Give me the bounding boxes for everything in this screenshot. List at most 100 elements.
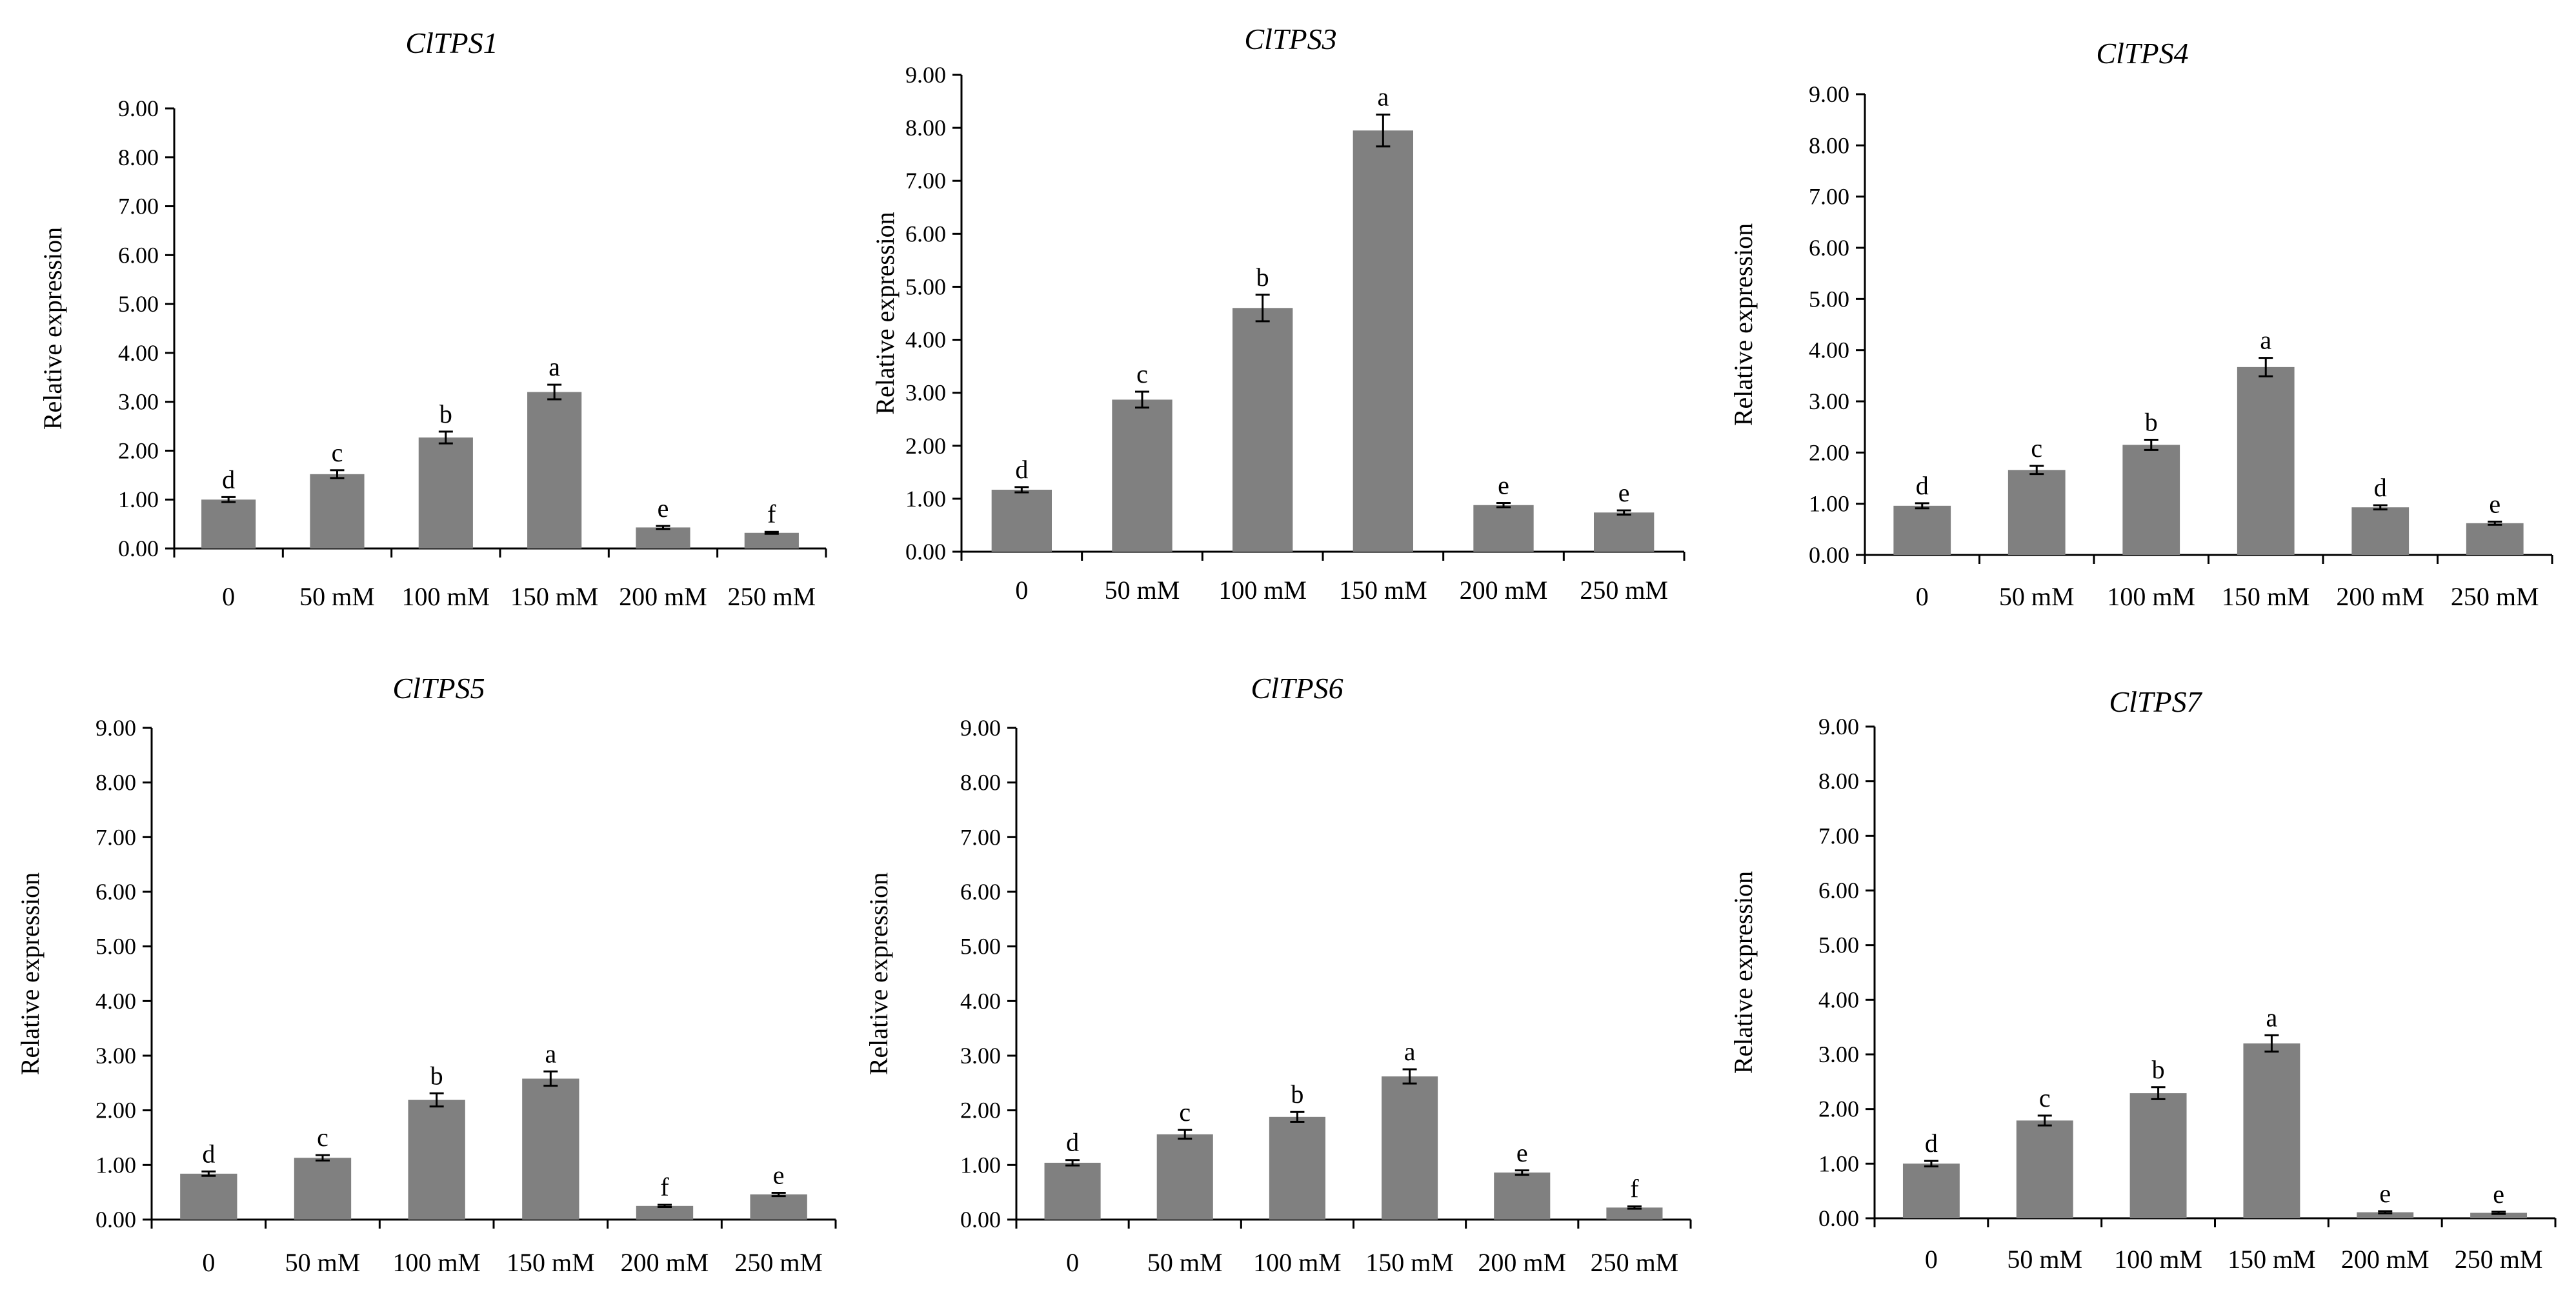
x-category-label: 0	[1916, 582, 1929, 611]
y-tick-label: 4.00	[1809, 337, 1849, 363]
error-bar	[1255, 294, 1270, 323]
significance-letter: b	[1256, 263, 1269, 292]
y-tick-label: 0.00	[905, 539, 946, 565]
x-category-label: 100 mM	[2114, 1245, 2202, 1274]
significance-letter: c	[2039, 1083, 2051, 1112]
significance-letter: c	[2031, 434, 2042, 463]
x-category-label: 250 mM	[1580, 576, 1668, 605]
y-tick-label: 5.00	[1809, 286, 1849, 312]
y-tick-label: 6.00	[96, 879, 136, 905]
chart-panel-cltps7: ClTPS7 Relative expression 0.00 1.00 2.00 3.0…	[1729, 685, 2557, 1274]
significance-letter: d	[1925, 1129, 1938, 1158]
x-category-label: 200 mM	[2341, 1245, 2430, 1274]
y-tick-label: 4.00	[960, 988, 1001, 1014]
bar	[1233, 308, 1293, 552]
significance-letter: c	[1136, 359, 1148, 388]
error-bar	[2378, 1210, 2393, 1214]
error-bar	[1065, 1159, 1080, 1167]
x-category-label: 150 mM	[507, 1248, 595, 1277]
x-category-label: 250 mM	[2455, 1245, 2543, 1274]
x-category-label: 50 mM	[1105, 576, 1180, 605]
bar	[2007, 470, 2066, 555]
bar	[527, 392, 582, 548]
x-category-label: 0	[1066, 1248, 1079, 1277]
significance-letter: a	[2266, 1003, 2278, 1032]
y-tick-label: 5.00	[96, 934, 136, 960]
y-tick-label: 8.00	[960, 770, 1001, 796]
bar	[1594, 512, 1655, 552]
bar	[2351, 507, 2410, 555]
error-bar	[1135, 390, 1149, 409]
x-category-label: 50 mM	[1999, 582, 2075, 611]
y-tick-label: 3.00	[905, 380, 946, 406]
x-category-label: 0	[1925, 1245, 1938, 1274]
y-tick-label: 7.00	[960, 824, 1001, 850]
significance-letter: a	[548, 352, 560, 381]
error-bar	[2488, 520, 2502, 526]
error-bar	[1496, 501, 1511, 508]
x-category-label: 150 mM	[1365, 1248, 1454, 1277]
y-tick-label: 7.00	[905, 168, 946, 194]
error-bar	[1178, 1129, 1192, 1140]
bar	[180, 1173, 237, 1220]
bar	[1606, 1207, 1663, 1220]
y-tick-label: 7.00	[1809, 184, 1849, 210]
y-tick-label: 8.00	[96, 770, 136, 796]
bar	[2129, 1093, 2187, 1218]
bar	[750, 1194, 807, 1220]
y-tick-label: 2.00	[1809, 439, 1849, 465]
y-axis-label: Relative expression	[38, 227, 67, 430]
significance-letter: f	[767, 499, 776, 528]
y-tick-label: 9.00	[96, 715, 136, 741]
significance-letter: d	[202, 1139, 215, 1168]
y-axis-label: Relative expression	[870, 212, 900, 414]
y-tick-label: 4.00	[118, 340, 159, 366]
error-bar	[2144, 439, 2158, 451]
x-category-label: 150 mM	[510, 582, 599, 611]
error-bar	[1290, 1111, 1305, 1123]
y-tick-label: 0.00	[1809, 542, 1849, 568]
significance-letter: e	[2493, 1180, 2504, 1209]
y-tick-label: 6.00	[118, 242, 159, 268]
y-tick-label: 8.00	[1809, 132, 1849, 158]
chart-panel-cltps4: ClTPS4 Relative expression 0.00 1.00 2.00 3.0…	[1729, 37, 2553, 611]
significance-letter: d	[2374, 473, 2387, 502]
x-category-label: 100 mM	[2107, 582, 2195, 611]
x-category-label: 200 mM	[2336, 582, 2424, 611]
significance-letter: f	[660, 1172, 669, 1201]
y-tick-label: 3.00	[960, 1043, 1001, 1069]
y-tick-label: 5.00	[960, 934, 1001, 960]
error-bar	[1014, 486, 1029, 494]
bar	[2357, 1212, 2414, 1218]
significance-letter: b	[439, 399, 452, 428]
y-tick-label: 8.00	[1818, 769, 1859, 794]
error-bar	[201, 1170, 216, 1177]
error-bar	[2259, 357, 2273, 377]
significance-letter: b	[2145, 408, 2158, 437]
x-category-label: 50 mM	[285, 1248, 361, 1277]
x-category-label: 200 mM	[1460, 576, 1548, 605]
error-bar	[330, 469, 345, 479]
y-tick-label: 2.00	[118, 437, 159, 463]
error-bar	[1514, 1169, 1529, 1176]
y-tick-label: 7.00	[1818, 823, 1859, 849]
error-bar	[1627, 1205, 1642, 1210]
x-category-label: 0	[202, 1248, 215, 1277]
bar	[2016, 1120, 2073, 1218]
significance-letter: d	[1916, 471, 1929, 500]
significance-letter: e	[2489, 489, 2501, 518]
y-tick-label: 3.00	[96, 1043, 136, 1069]
y-tick-label: 0.00	[1818, 1205, 1859, 1231]
chart-title: ClTPS5	[392, 672, 485, 705]
error-bar	[429, 1092, 444, 1108]
y-tick-label: 2.00	[905, 433, 946, 459]
bar	[408, 1100, 465, 1220]
significance-letter: d	[222, 465, 235, 494]
bar	[636, 527, 690, 548]
y-tick-label: 5.00	[118, 291, 159, 317]
chart-title: ClTPS1	[405, 26, 498, 59]
y-tick-label: 9.00	[960, 715, 1001, 741]
significance-letter: d	[1066, 1128, 1079, 1157]
y-tick-label: 1.00	[118, 487, 159, 512]
y-tick-label: 0.00	[960, 1207, 1001, 1232]
